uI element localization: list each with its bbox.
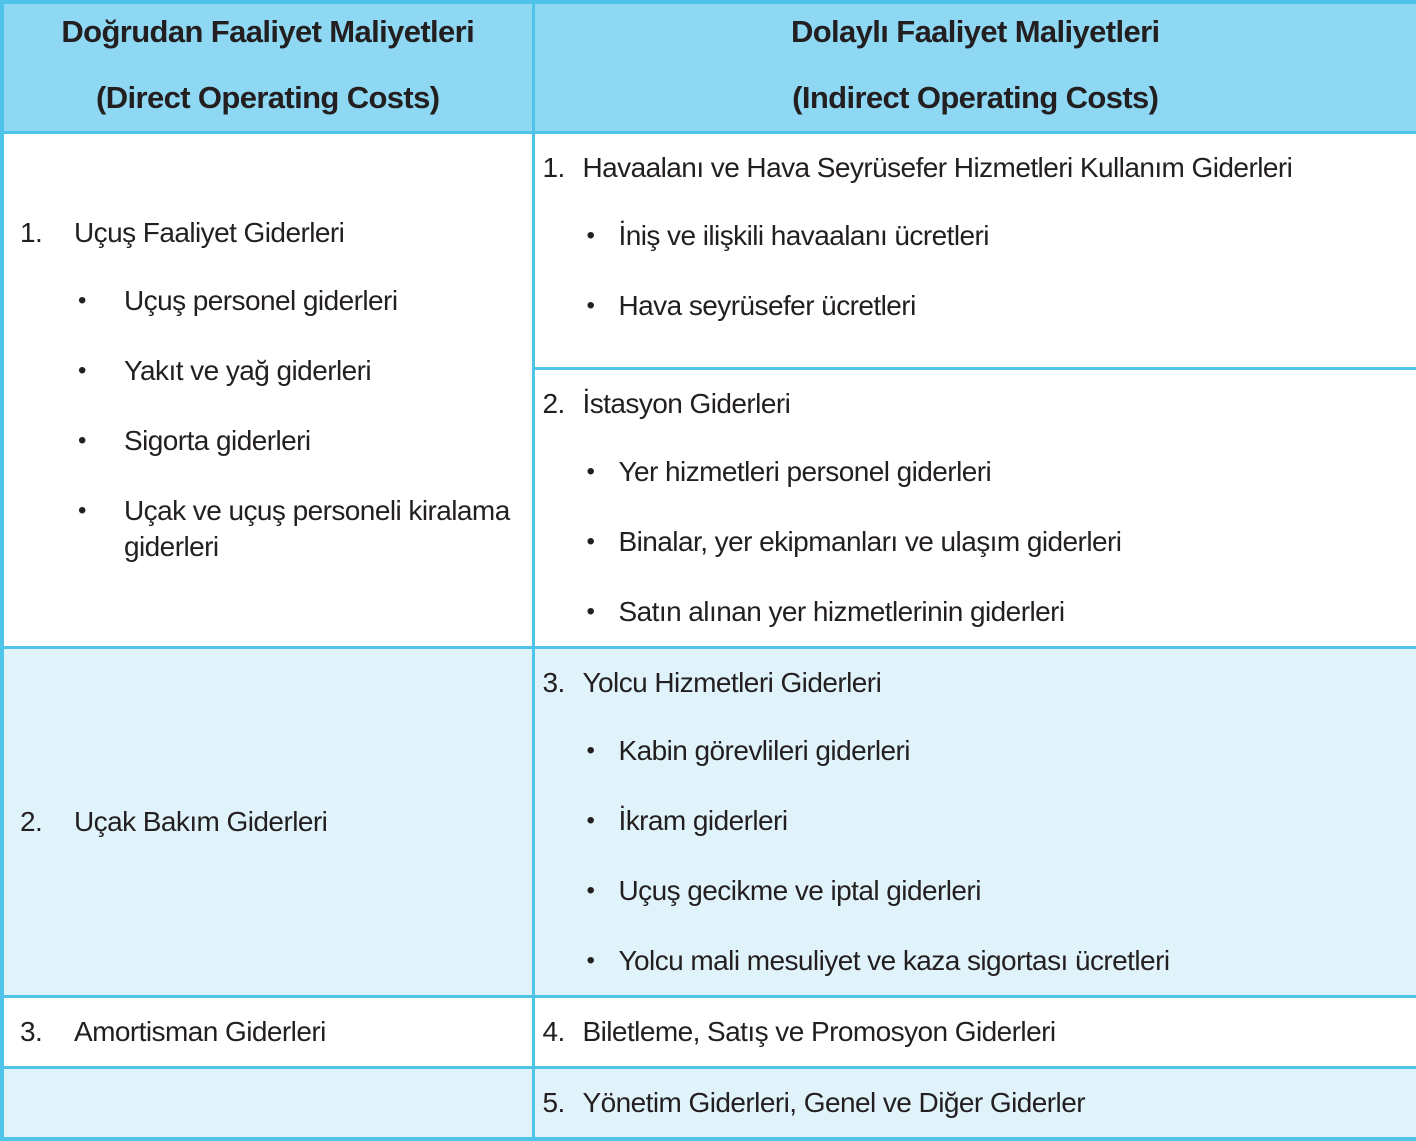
list-item: 3. Yolcu Hizmetleri Giderleri (543, 665, 1399, 701)
list-item: 5. Yönetim Giderleri, Genel ve Diğer Gid… (543, 1085, 1399, 1121)
bullet-item: • İkram giderleri (587, 803, 1399, 839)
direct-cost-2-cell: 2. Uçak Bakım Giderleri (2, 647, 533, 996)
indirect-cost-1-cell: 1. Havaalanı ve Hava Seyrüsefer Hizmetle… (533, 132, 1416, 368)
bullet-item: • Yer hizmetleri personel giderleri (587, 454, 1399, 490)
bullet-list: • Yer hizmetleri personel giderleri • Bi… (587, 454, 1399, 630)
bullet-item: • Satın alınan yer hizmetlerinin giderle… (587, 594, 1399, 630)
list-item-label: Uçak Bakım Giderleri (74, 804, 522, 840)
bullet-icon: • (587, 288, 619, 324)
bullet-list: • İniş ve ilişkili havaalanı ücretleri •… (587, 218, 1399, 324)
bullet-icon: • (587, 733, 619, 769)
indirect-cost-3-cell: 3. Yolcu Hizmetleri Giderleri • Kabin gö… (533, 647, 1416, 996)
list-item-label: İstasyon Giderleri (583, 386, 1399, 422)
list-item-number: 1. (543, 150, 583, 186)
table-row: 2. Uçak Bakım Giderleri 3. Yolcu Hizmetl… (2, 647, 1416, 996)
bullet-list: • Kabin görevlileri giderleri • İkram gi… (587, 733, 1399, 979)
indirect-cost-2-cell: 2. İstasyon Giderleri • Yer hizmetleri p… (533, 368, 1416, 647)
header-direct-subtitle: (Direct Operating Costs) (4, 80, 532, 116)
bullet-text: Yakıt ve yağ giderleri (124, 353, 522, 389)
bullet-text: Hava seyrüsefer ücretleri (619, 288, 1399, 324)
bullet-text: Uçak ve uçuş personeli kiralama giderler… (124, 493, 522, 565)
direct-cost-item-2: 2. Uçak Bakım Giderleri (20, 804, 522, 840)
bullet-icon: • (78, 493, 124, 529)
bullet-text: Yer hizmetleri personel giderleri (619, 454, 1399, 490)
bullet-text: Uçuş personel giderleri (124, 283, 522, 319)
indirect-cost-item-4: 4. Biletleme, Satış ve Promosyon Giderle… (543, 1014, 1399, 1050)
list-item-label: Havaalanı ve Hava Seyrüsefer Hizmetleri … (583, 150, 1399, 186)
empty-cell (2, 1067, 533, 1139)
header-indirect-subtitle: (Indirect Operating Costs) (535, 80, 1416, 116)
bullet-text: İniş ve ilişkili havaalanı ücretleri (619, 218, 1399, 254)
bullet-item: • Uçak ve uçuş personeli kiralama giderl… (78, 493, 522, 565)
bullet-list: • Uçuş personel giderleri • Yakıt ve yağ… (78, 283, 522, 565)
list-item: 2. İstasyon Giderleri (543, 386, 1399, 422)
table-header-row: Doğrudan Faaliyet Maliyetleri (Direct Op… (2, 2, 1416, 132)
bullet-text: Uçuş gecikme ve iptal giderleri (619, 873, 1399, 909)
bullet-text: Kabin görevlileri giderleri (619, 733, 1399, 769)
bullet-text: İkram giderleri (619, 803, 1399, 839)
bullet-icon: • (78, 353, 124, 389)
table-row: 3. Amortisman Giderleri 4. Biletleme, Sa… (2, 996, 1416, 1067)
indirect-cost-item-2: 2. İstasyon Giderleri • Yer hizmetleri p… (543, 386, 1399, 630)
bullet-item: • Uçuş gecikme ve iptal giderleri (587, 873, 1399, 909)
bullet-item: • Kabin görevlileri giderleri (587, 733, 1399, 769)
bullet-text: Yolcu mali mesuliyet ve kaza sigortası ü… (619, 943, 1399, 979)
table-row: 1. Uçuş Faaliyet Giderleri • Uçuş person… (2, 132, 1416, 368)
list-item-number: 1. (20, 215, 74, 251)
table-row: 5. Yönetim Giderleri, Genel ve Diğer Gid… (2, 1067, 1416, 1139)
list-item: 2. Uçak Bakım Giderleri (20, 804, 522, 840)
bullet-icon: • (587, 454, 619, 490)
direct-cost-item-1: 1. Uçuş Faaliyet Giderleri • Uçuş person… (20, 215, 522, 565)
header-direct-costs: Doğrudan Faaliyet Maliyetleri (Direct Op… (2, 2, 533, 132)
list-item: 1. Havaalanı ve Hava Seyrüsefer Hizmetle… (543, 150, 1399, 186)
bullet-text: Binalar, yer ekipmanları ve ulaşım gider… (619, 524, 1399, 560)
list-item: 1. Uçuş Faaliyet Giderleri (20, 215, 522, 251)
indirect-cost-4-cell: 4. Biletleme, Satış ve Promosyon Giderle… (533, 996, 1416, 1067)
header-direct-title: Doğrudan Faaliyet Maliyetleri (4, 14, 532, 50)
list-item-label: Amortisman Giderleri (74, 1014, 522, 1050)
list-item-number: 3. (543, 665, 583, 701)
list-item-label: Yönetim Giderleri, Genel ve Diğer Giderl… (583, 1085, 1399, 1121)
bullet-icon: • (587, 218, 619, 254)
list-item-number: 4. (543, 1014, 583, 1050)
bullet-icon: • (78, 283, 124, 319)
list-item-label: Uçuş Faaliyet Giderleri (74, 215, 522, 251)
indirect-cost-5-cell: 5. Yönetim Giderleri, Genel ve Diğer Gid… (533, 1067, 1416, 1139)
list-item-number: 3. (20, 1014, 74, 1050)
bullet-item: • Sigorta giderleri (78, 423, 522, 459)
list-item-number: 2. (20, 804, 74, 840)
bullet-text: Sigorta giderleri (124, 423, 522, 459)
bullet-item: • Yolcu mali mesuliyet ve kaza sigortası… (587, 943, 1399, 979)
list-item-label: Biletleme, Satış ve Promosyon Giderleri (583, 1014, 1399, 1050)
bullet-icon: • (587, 873, 619, 909)
direct-cost-item-3: 3. Amortisman Giderleri (20, 1014, 522, 1050)
bullet-icon: • (587, 524, 619, 560)
bullet-item: • İniş ve ilişkili havaalanı ücretleri (587, 218, 1399, 254)
header-indirect-title: Dolaylı Faaliyet Maliyetleri (535, 14, 1416, 50)
bullet-item: • Binalar, yer ekipmanları ve ulaşım gid… (587, 524, 1399, 560)
bullet-icon: • (78, 423, 124, 459)
bullet-icon: • (587, 594, 619, 630)
indirect-cost-item-3: 3. Yolcu Hizmetleri Giderleri • Kabin gö… (543, 665, 1399, 979)
list-item-number: 2. (543, 386, 583, 422)
bullet-text: Satın alınan yer hizmetlerinin giderleri (619, 594, 1399, 630)
bullet-item: • Hava seyrüsefer ücretleri (587, 288, 1399, 324)
list-item: 3. Amortisman Giderleri (20, 1014, 522, 1050)
bullet-item: • Uçuş personel giderleri (78, 283, 522, 319)
list-item: 4. Biletleme, Satış ve Promosyon Giderle… (543, 1014, 1399, 1050)
direct-cost-1-cell: 1. Uçuş Faaliyet Giderleri • Uçuş person… (2, 132, 533, 647)
list-item-number: 5. (543, 1085, 583, 1121)
bullet-icon: • (587, 803, 619, 839)
indirect-cost-item-1: 1. Havaalanı ve Hava Seyrüsefer Hizmetle… (543, 150, 1399, 324)
indirect-cost-item-5: 5. Yönetim Giderleri, Genel ve Diğer Gid… (543, 1085, 1399, 1121)
header-indirect-costs: Dolaylı Faaliyet Maliyetleri (Indirect O… (533, 2, 1416, 132)
list-item-label: Yolcu Hizmetleri Giderleri (583, 665, 1399, 701)
bullet-item: • Yakıt ve yağ giderleri (78, 353, 522, 389)
direct-cost-3-cell: 3. Amortisman Giderleri (2, 996, 533, 1067)
bullet-icon: • (587, 943, 619, 979)
